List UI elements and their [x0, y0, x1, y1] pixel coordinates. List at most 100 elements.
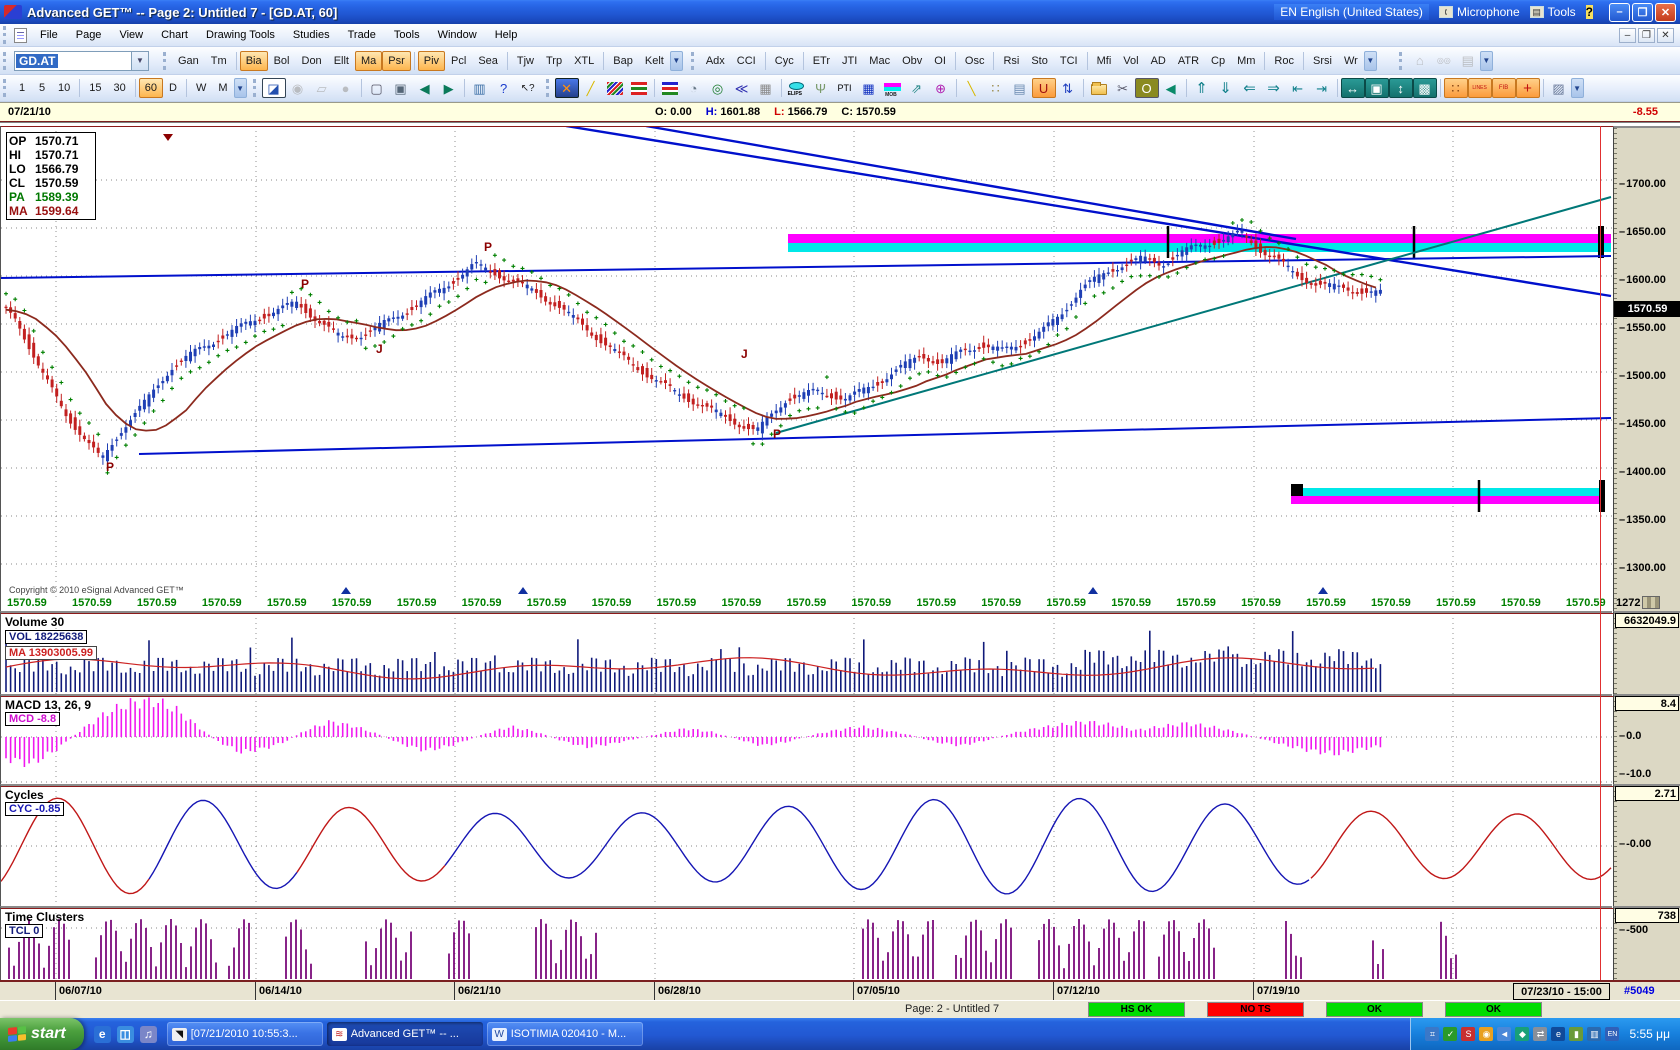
timeframe-w[interactable]: W: [196, 82, 207, 94]
draw-pencil2-icon[interactable]: ╲: [960, 78, 984, 98]
drawing-overflow-dropdown[interactable]: ▼: [1570, 78, 1584, 98]
menu-drawing-tools[interactable]: Drawing Tools: [206, 29, 275, 41]
menu-file[interactable]: File: [40, 29, 58, 41]
mob-tool-icon[interactable]: MOB: [881, 78, 905, 98]
cycles-canvas[interactable]: [1, 786, 1613, 906]
scroll-left-icon[interactable]: ⇐: [1238, 78, 1262, 98]
coins-icon[interactable]: ◎◎: [1432, 51, 1456, 71]
symbol-input[interactable]: GD.AT: [14, 50, 132, 71]
timeframe-15[interactable]: 15: [89, 82, 102, 94]
media-player-icon[interactable]: ♫: [139, 1025, 157, 1043]
study-tm[interactable]: Tm: [210, 54, 227, 67]
grid-tool-icon[interactable]: ▦: [754, 78, 778, 98]
date-axis[interactable]: 07/23/10 - 15:00 #5049 06/07/10 06/14/10 0…: [0, 980, 1680, 1002]
fib-display-icon[interactable]: FIB: [1491, 78, 1516, 98]
study-piv[interactable]: Piv: [417, 50, 446, 71]
study-roc[interactable]: Roc: [1274, 54, 1294, 67]
time-clusters-canvas[interactable]: [1, 908, 1613, 980]
lines-display-icon[interactable]: LINES: [1467, 78, 1492, 98]
menu-chart[interactable]: Chart: [161, 29, 188, 41]
macd-panel[interactable]: MACD 13, 26, 9 MCD -8.8: [0, 694, 1613, 784]
toolbar-grip[interactable]: [545, 79, 551, 97]
speech-tools-button[interactable]: ▤ Tools: [1529, 5, 1576, 19]
language-bar[interactable]: EN English (United States): [1274, 4, 1429, 20]
battery-icon[interactable]: ▮: [1569, 1027, 1584, 1041]
study-oi[interactable]: OI: [934, 54, 946, 67]
study-bol[interactable]: Bol: [273, 54, 290, 67]
study-etr[interactable]: ETr: [812, 54, 831, 67]
price-axis[interactable]: 1700.00 1650.00 1600.00 1550.00 1500.00 1450.…: [1613, 126, 1680, 611]
timeframe-1[interactable]: 1: [18, 82, 26, 94]
expand-v-icon[interactable]: ↕: [1388, 78, 1413, 98]
avg-lines-icon[interactable]: [658, 78, 682, 98]
open-layout-icon[interactable]: [1087, 78, 1111, 98]
study-mm[interactable]: Mm: [1237, 54, 1256, 67]
zoom-in-icon[interactable]: ⊕: [929, 78, 953, 98]
mini-overflow-dropdown[interactable]: ▼: [1479, 50, 1493, 71]
next-page-icon[interactable]: ▶: [437, 78, 461, 98]
menu-studies[interactable]: Studies: [292, 29, 330, 41]
help-icon[interactable]: ?: [492, 78, 516, 98]
menu-view[interactable]: View: [119, 29, 144, 41]
multi-trend-icon[interactable]: [603, 78, 627, 98]
new-page-icon[interactable]: ▢: [365, 78, 389, 98]
task-button[interactable]: W ISOTIMIA 020410 - M...: [486, 1022, 643, 1046]
pti-tool-icon[interactable]: PTI: [833, 78, 857, 98]
price-chart-panel[interactable]: OP 1570.71 HI 1570.71 LO 1566.79 CL 1570.59 PA 15…: [0, 126, 1613, 597]
restore-button[interactable]: ❐: [1632, 2, 1653, 22]
study-srsi[interactable]: Srsi: [1312, 54, 1332, 67]
timeframe-5[interactable]: 5: [38, 82, 46, 94]
lan-icon[interactable]: ⌗: [1425, 1027, 1440, 1041]
study-wr[interactable]: Wr: [1343, 54, 1358, 67]
study-mfi[interactable]: Mfi: [1096, 54, 1112, 67]
timeframe-60[interactable]: 60: [138, 78, 163, 98]
study-rsi[interactable]: Rsi: [1003, 54, 1020, 67]
menu-page[interactable]: Page: [75, 29, 102, 41]
study-xtl[interactable]: XTL: [574, 54, 595, 67]
study-bap[interactable]: Bap: [613, 54, 633, 67]
cycles-panel[interactable]: Cycles CYC -0.85: [0, 784, 1613, 906]
save-page-icon[interactable]: ▣: [389, 78, 413, 98]
snap-grid-icon[interactable]: ∷: [984, 78, 1008, 98]
regression-tool-icon[interactable]: ⇗: [905, 78, 929, 98]
study-ellt[interactable]: Ellt: [333, 54, 349, 67]
study-vol[interactable]: Vol: [1123, 54, 1139, 67]
step-left-icon[interactable]: ⇤: [1286, 78, 1310, 98]
study-ma[interactable]: Ma: [354, 50, 383, 71]
chart-document-icon[interactable]: [14, 27, 27, 43]
price-target-icon[interactable]: ◎: [706, 78, 730, 98]
volume-icon[interactable]: ◄: [1497, 1027, 1512, 1041]
study-sto[interactable]: Sto: [1031, 54, 1048, 67]
bubble-icon[interactable]: ●: [334, 78, 358, 98]
symbol-dropdown-icon[interactable]: ▼: [132, 50, 149, 71]
menu-trade[interactable]: Trade: [347, 29, 376, 41]
fib-grid-icon[interactable]: ▦: [857, 78, 881, 98]
study-cyc[interactable]: Cyc: [774, 54, 794, 67]
expand-h-icon[interactable]: ↔: [1340, 78, 1365, 98]
time-ellipse-icon[interactable]: ◔: [682, 78, 706, 98]
minimize-button[interactable]: –: [1609, 2, 1630, 22]
study-osc[interactable]: Osc: [964, 54, 985, 67]
gann-fan-icon[interactable]: ≪: [730, 78, 754, 98]
symbol-combobox[interactable]: GD.AT ▼: [14, 50, 149, 71]
update-icon[interactable]: ◉: [1479, 1027, 1494, 1041]
toolbar-grip[interactable]: [252, 79, 258, 97]
study-ad[interactable]: AD: [1150, 54, 1166, 67]
microphone-button[interactable]: 🕻 Microphone: [1438, 5, 1520, 19]
circle-o-icon[interactable]: O: [1134, 78, 1159, 98]
study-kelt[interactable]: Kelt: [644, 54, 664, 67]
crosshair-icon[interactable]: +: [1515, 78, 1540, 98]
study-pcl[interactable]: Pcl: [451, 54, 467, 67]
time-clusters-axis[interactable]: 738-500: [1613, 906, 1680, 980]
scroll-down-icon[interactable]: ⇓: [1214, 78, 1238, 98]
study-atr[interactable]: ATR: [1177, 54, 1200, 67]
step-right-icon[interactable]: ⇥: [1310, 78, 1334, 98]
menu-help[interactable]: Help: [494, 29, 518, 41]
scroll-up-icon[interactable]: ⇑: [1190, 78, 1214, 98]
show-desktop-icon[interactable]: ◫: [116, 1025, 134, 1043]
timeframe-m[interactable]: M: [218, 82, 228, 94]
paint-icon[interactable]: ▱: [310, 78, 334, 98]
study-obv[interactable]: Obv: [902, 54, 923, 67]
help-badge-icon[interactable]: ?: [1585, 5, 1593, 19]
print-icon[interactable]: ▥: [468, 78, 492, 98]
